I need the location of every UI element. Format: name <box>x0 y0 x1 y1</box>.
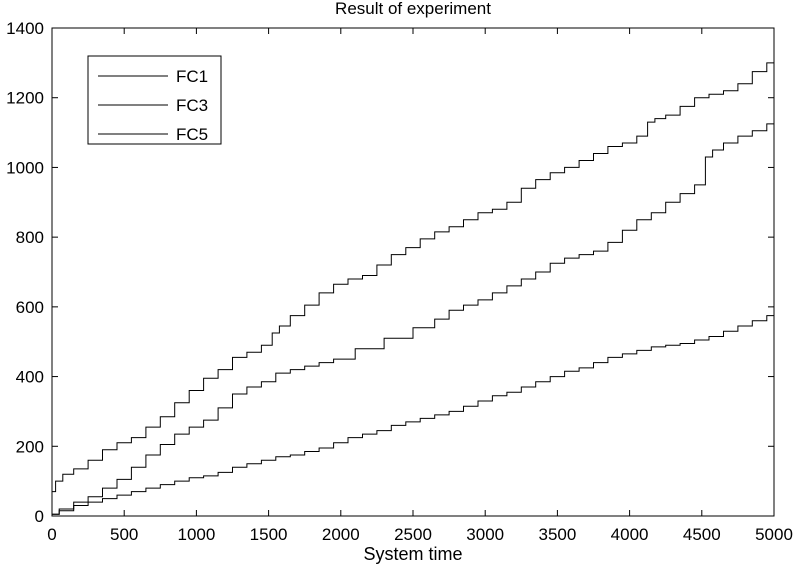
y-tick-label: 1000 <box>6 158 44 177</box>
x-axis-label: System time <box>363 544 462 564</box>
y-tick-label: 800 <box>16 228 44 247</box>
x-tick-label: 5000 <box>755 525 793 544</box>
legend-label-fc3: FC3 <box>176 96 208 115</box>
y-tick-label: 600 <box>16 298 44 317</box>
y-tick-label: 400 <box>16 368 44 387</box>
x-tick-label: 1500 <box>250 525 288 544</box>
x-tick-label: 2500 <box>394 525 432 544</box>
axis-ticks: 0 500 1000 1500 2000 2500 3000 3500 4000 4500 5000… <box>6 19 793 544</box>
x-tick-label: 500 <box>110 525 138 544</box>
series-line-fc3 <box>52 123 774 515</box>
x-tick-label: 4000 <box>611 525 649 544</box>
y-tick-label: 1400 <box>6 19 44 38</box>
x-tick-label: 2000 <box>322 525 360 544</box>
x-tick-label: 3000 <box>466 525 504 544</box>
x-tick-label: 1000 <box>177 525 215 544</box>
legend-box <box>87 55 222 145</box>
legend: FC1 FC3 FC5 <box>87 55 222 145</box>
x-tick-label: 4500 <box>683 525 721 544</box>
series-line-fc1 <box>52 62 774 493</box>
y-tick-label: 0 <box>35 507 44 526</box>
chart-title: Result of experiment <box>335 0 491 18</box>
legend-label-fc5: FC5 <box>176 125 208 144</box>
y-tick-label: 1200 <box>6 89 44 108</box>
x-tick-label: 0 <box>47 525 56 544</box>
legend-label-fc1: FC1 <box>176 67 208 86</box>
series-line-fc5 <box>52 315 774 515</box>
x-tick-label: 3500 <box>538 525 576 544</box>
series-lines <box>52 62 774 515</box>
y-tick-label: 200 <box>16 437 44 456</box>
